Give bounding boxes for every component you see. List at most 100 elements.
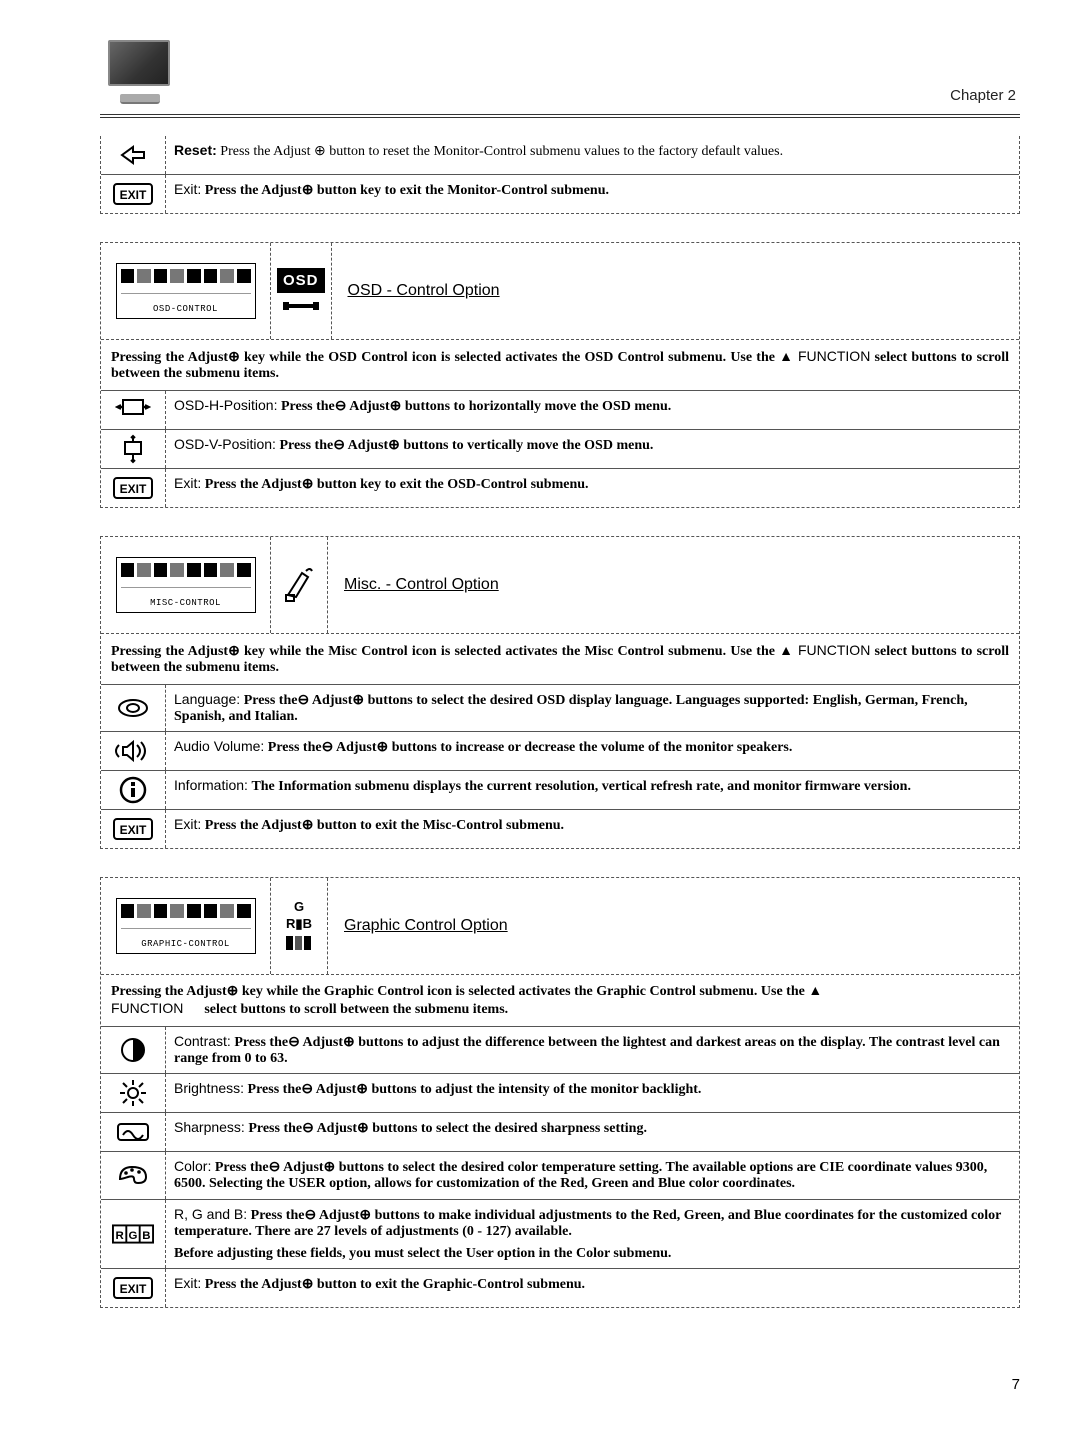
page-number: 7: [100, 1336, 1020, 1393]
monitor-icon: [100, 40, 180, 110]
graphic-rgb-label: R, G and B:: [174, 1206, 247, 1222]
exit-icon: EXIT: [101, 175, 165, 213]
misc-exit-icon: EXIT: [101, 810, 165, 848]
osd-exit-row: EXIT Exit: Press the Adjust⊕ button key …: [101, 469, 1019, 507]
osd-v-icon: [101, 430, 165, 468]
reset-text: Reset: Press the Adjust ⊕ button to rese…: [165, 136, 1019, 174]
osd-h-label: OSD-H-Position:: [174, 397, 277, 413]
graphic-thumb-caption: GRAPHIC-CONTROL: [121, 939, 251, 949]
svg-text:B: B: [142, 1229, 150, 1241]
osd-v-body: Press the⊖ Adjust⊕ buttons to vertically…: [279, 438, 653, 453]
graphic-big-rb: R▮B: [286, 917, 312, 930]
graphic-exit-label: Exit:: [174, 1275, 201, 1291]
misc-exit-label: Exit:: [174, 816, 201, 832]
graphic-rgb-row: R G B R, G and B: Press the⊖ Adjust⊕ but…: [101, 1200, 1019, 1269]
exit-text: Exit: Press the Adjust⊕ button key to ex…: [165, 175, 1019, 213]
misc-thumb: MISC-CONTROL: [101, 537, 271, 633]
osd-big-label: OSD: [277, 268, 325, 293]
reset-icon: [101, 136, 165, 174]
exit-body: Press the Adjust⊕ button key to exit the…: [205, 183, 609, 198]
svg-text:EXIT: EXIT: [120, 1282, 147, 1296]
graphic-bright-row: Brightness: Press the⊖ Adjust⊕ buttons t…: [101, 1074, 1019, 1113]
misc-lang-text: Language: Press the⊖ Adjust⊕ buttons to …: [165, 685, 1019, 731]
osd-exit-icon: EXIT: [101, 469, 165, 507]
misc-exit-body: Press the Adjust⊕ button to exit the Mis…: [205, 818, 564, 833]
misc-thumb-caption: MISC-CONTROL: [121, 598, 251, 608]
graphic-bright-label: Brightness:: [174, 1080, 244, 1096]
brightness-icon: [101, 1074, 165, 1112]
misc-info-text: Information: The Information submenu dis…: [165, 771, 1019, 809]
osd-h-row: OSD-H-Position: Press the⊖ Adjust⊕ butto…: [101, 391, 1019, 430]
misc-title: Misc. - Control Option: [327, 537, 1019, 633]
osd-v-label: OSD-V-Position:: [174, 436, 276, 452]
graphic-exit-icon: EXIT: [101, 1269, 165, 1307]
graphic-sharp-label: Sharpness:: [174, 1119, 245, 1135]
graphic-section: GRAPHIC-CONTROL G R▮B Graphic Control Op…: [100, 877, 1020, 1308]
misc-info-label: Information:: [174, 777, 248, 793]
osd-thumb: OSD-CONTROL: [101, 243, 271, 339]
graphic-color-body: Press the⊖ Adjust⊕ buttons to select the…: [174, 1160, 987, 1191]
misc-lang-label: Language:: [174, 691, 240, 707]
graphic-contrast-text: Contrast: Press the⊖ Adjust⊕ buttons to …: [165, 1027, 1019, 1073]
graphic-intro-a: Pressing the Adjust⊕ key while the Graph…: [111, 984, 822, 999]
language-icon: [101, 685, 165, 731]
chapter-label: Chapter 2: [950, 87, 1020, 110]
color-icon: [101, 1152, 165, 1198]
misc-section-head: MISC-CONTROL Misc. - Control Option: [101, 537, 1019, 634]
graphic-bright-body: Press the⊖ Adjust⊕ buttons to adjust the…: [248, 1082, 702, 1097]
sharpness-icon: [101, 1113, 165, 1151]
information-icon: [101, 771, 165, 809]
misc-intro-fn: FUNCTION: [798, 642, 870, 658]
graphic-big-g: G: [294, 900, 304, 913]
misc-intro: Pressing the Adjust⊕ key while the Misc …: [101, 634, 1019, 685]
osd-intro: Pressing the Adjust⊕ key while the OSD C…: [101, 340, 1019, 391]
graphic-intro-fn: FUNCTION: [111, 1000, 183, 1016]
svg-text:EXIT: EXIT: [120, 482, 147, 496]
osd-slider-icon: [281, 297, 321, 315]
monitor-control-tail-section: Reset: Press the Adjust ⊕ button to rese…: [100, 136, 1020, 214]
graphic-color-label: Color:: [174, 1158, 211, 1174]
volume-icon: [101, 732, 165, 770]
misc-info-body: The Information submenu displays the cur…: [251, 779, 911, 794]
misc-info-row: Information: The Information submenu dis…: [101, 771, 1019, 810]
misc-vol-label: Audio Volume:: [174, 738, 264, 754]
svg-text:EXIT: EXIT: [120, 188, 147, 202]
misc-intro-a: Pressing the Adjust⊕ key while the Misc …: [111, 644, 794, 659]
osd-section-head: OSD-CONTROL OSD OSD - Control Option: [101, 243, 1019, 340]
rgb-icon: R G B: [101, 1200, 165, 1268]
osd-intro-fn: FUNCTION: [798, 348, 870, 364]
osd-exit-label: Exit:: [174, 475, 201, 491]
graphic-big-icon: G R▮B: [271, 878, 327, 974]
graphic-sharp-text: Sharpness: Press the⊖ Adjust⊕ buttons to…: [165, 1113, 1019, 1151]
misc-lang-body: Press the⊖ Adjust⊕ buttons to select the…: [174, 693, 968, 724]
misc-vol-row: Audio Volume: Press the⊖ Adjust⊕ buttons…: [101, 732, 1019, 771]
graphic-rgb-note: Before adjusting these fields, you must …: [174, 1246, 1011, 1262]
graphic-title: Graphic Control Option: [327, 878, 1019, 974]
graphic-exit-text: Exit: Press the Adjust⊕ button to exit t…: [165, 1269, 1019, 1307]
misc-vol-body: Press the⊖ Adjust⊕ buttons to increase o…: [268, 740, 793, 755]
reset-body: Press the Adjust ⊕ button to reset the M…: [220, 144, 783, 159]
reset-row: Reset: Press the Adjust ⊕ button to rese…: [101, 136, 1019, 175]
graphic-bright-text: Brightness: Press the⊖ Adjust⊕ buttons t…: [165, 1074, 1019, 1112]
graphic-section-head: GRAPHIC-CONTROL G R▮B Graphic Control Op…: [101, 878, 1019, 975]
svg-text:R: R: [116, 1229, 125, 1241]
osd-exit-text: Exit: Press the Adjust⊕ button key to ex…: [165, 469, 1019, 507]
exit-row: EXIT Exit: Press the Adjust⊕ button key …: [101, 175, 1019, 213]
contrast-icon: [101, 1027, 165, 1073]
osd-h-body: Press the⊖ Adjust⊕ buttons to horizontal…: [281, 399, 671, 414]
graphic-sharp-row: Sharpness: Press the⊖ Adjust⊕ buttons to…: [101, 1113, 1019, 1152]
osd-title: OSD - Control Option: [331, 243, 1019, 339]
graphic-intro: Pressing the Adjust⊕ key while the Graph…: [101, 975, 1019, 1027]
page-header: Chapter 2: [100, 40, 1020, 118]
exit-label: Exit:: [174, 181, 201, 197]
osd-v-text: OSD-V-Position: Press the⊖ Adjust⊕ butto…: [165, 430, 1019, 468]
osd-h-icon: [101, 391, 165, 429]
reset-label: Reset:: [174, 142, 217, 158]
misc-exit-row: EXIT Exit: Press the Adjust⊕ button to e…: [101, 810, 1019, 848]
misc-big-icon: [271, 537, 327, 633]
graphic-rgb-body: Press the⊖ Adjust⊕ buttons to make indiv…: [174, 1208, 1001, 1239]
misc-exit-text: Exit: Press the Adjust⊕ button to exit t…: [165, 810, 1019, 848]
osd-v-row: OSD-V-Position: Press the⊖ Adjust⊕ butto…: [101, 430, 1019, 469]
svg-text:G: G: [129, 1229, 138, 1241]
osd-h-text: OSD-H-Position: Press the⊖ Adjust⊕ butto…: [165, 391, 1019, 429]
